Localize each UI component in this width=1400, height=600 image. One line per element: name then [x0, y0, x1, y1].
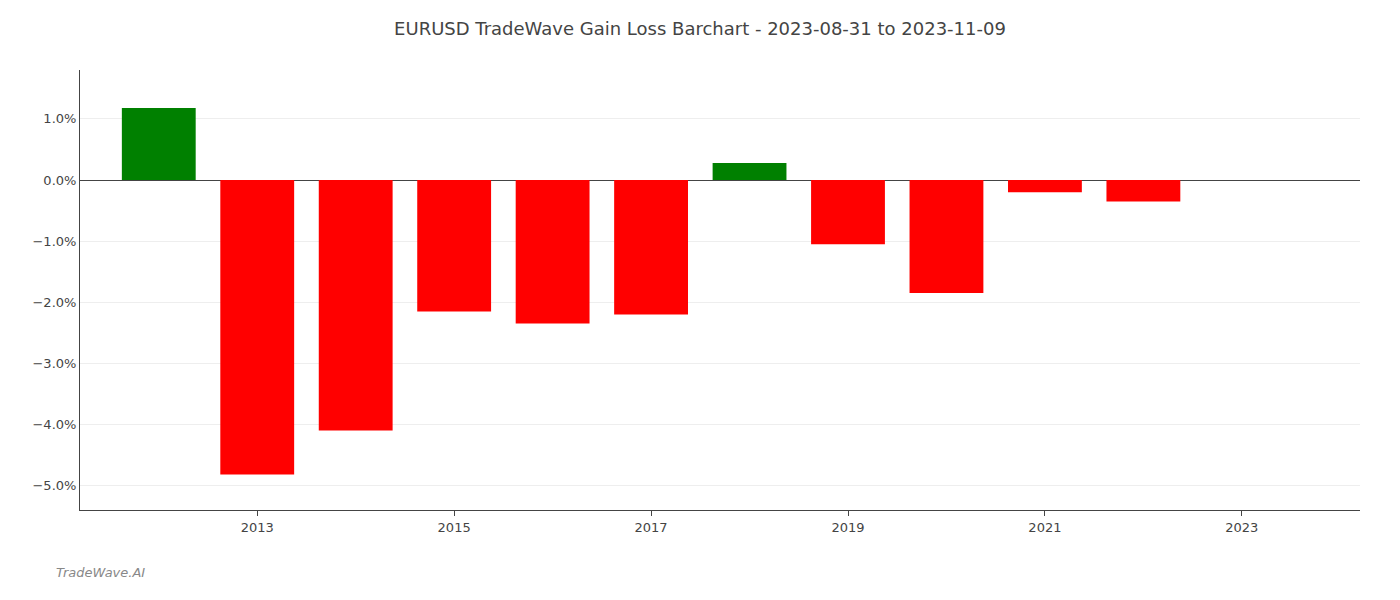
svg-text:2019: 2019 — [831, 520, 864, 535]
svg-text:−2.0%: −2.0% — [32, 295, 76, 310]
svg-text:2021: 2021 — [1028, 520, 1061, 535]
svg-text:TradeWave.AI: TradeWave.AI — [56, 565, 145, 580]
svg-text:−1.0%: −1.0% — [32, 234, 76, 249]
svg-text:2013: 2013 — [241, 520, 274, 535]
svg-text:0.0%: 0.0% — [43, 173, 76, 188]
svg-text:−5.0%: −5.0% — [32, 478, 76, 493]
svg-text:−4.0%: −4.0% — [32, 417, 76, 432]
svg-text:1.0%: 1.0% — [43, 111, 76, 126]
svg-text:EURUSD TradeWave Gain Loss Bar: EURUSD TradeWave Gain Loss Barchart - 20… — [394, 18, 1006, 39]
svg-text:2017: 2017 — [635, 520, 668, 535]
svg-text:2015: 2015 — [438, 520, 471, 535]
svg-text:−3.0%: −3.0% — [32, 356, 76, 371]
svg-text:2023: 2023 — [1225, 520, 1258, 535]
